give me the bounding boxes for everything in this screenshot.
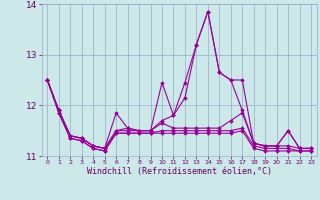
X-axis label: Windchill (Refroidissement éolien,°C): Windchill (Refroidissement éolien,°C) bbox=[87, 167, 272, 176]
